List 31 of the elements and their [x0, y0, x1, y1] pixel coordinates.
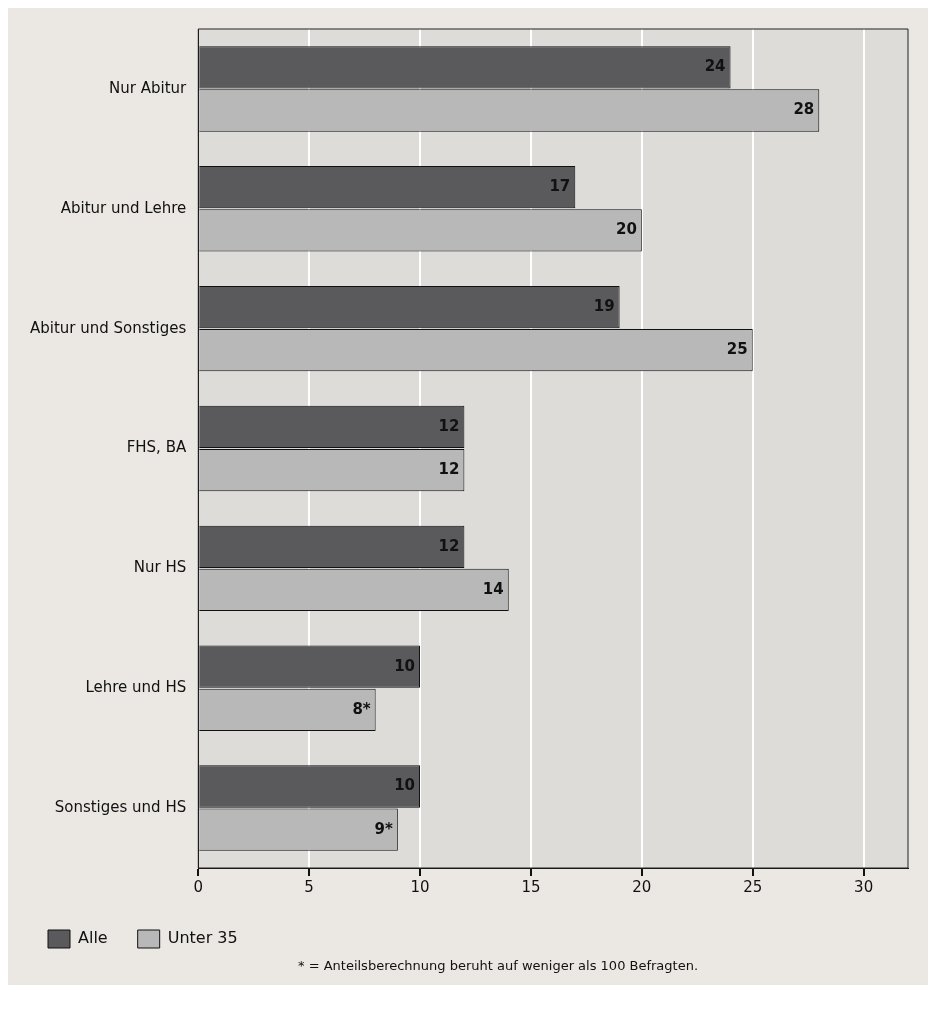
data-label: 12	[438, 536, 460, 555]
data-label: 10	[394, 656, 416, 675]
x-tick-label: 30	[854, 877, 874, 896]
x-tick-label: 10	[410, 877, 430, 896]
data-label: 9*	[374, 819, 393, 838]
data-label: 20	[615, 220, 637, 239]
data-label: 24	[704, 57, 726, 76]
legend-label: Unter 35	[167, 928, 238, 948]
text: * = Anteilsberechnung beruht auf weniger als 100 Befragten.	[297, 958, 700, 975]
data-label: 19	[593, 296, 615, 315]
data-label: 12	[438, 416, 460, 435]
y-tick-label: Abitur und Sonstiges	[29, 318, 187, 337]
data-label: 8*	[352, 699, 371, 718]
y-tick-label: Nur HS	[133, 558, 187, 577]
y-tick-label: Abitur und Lehre	[60, 198, 187, 217]
data-label: 14	[482, 579, 504, 598]
y-tick-label: Nur Abitur	[109, 78, 188, 97]
data-label: 28	[793, 100, 815, 119]
x-tick-label: 25	[743, 877, 763, 896]
x-tick-label: 15	[521, 877, 541, 896]
data-label: 12	[438, 459, 460, 478]
y-tick-label: FHS, BA	[126, 438, 187, 457]
y-tick-label: Lehre und HS	[85, 678, 187, 697]
data-label: 10	[394, 776, 416, 795]
legend-label: Alle	[78, 928, 108, 948]
x-tick-label: 20	[632, 877, 652, 896]
data-label: 25	[726, 340, 748, 359]
y-tick-label: Sonstiges und HS	[54, 797, 187, 816]
x-tick-label: 0	[193, 877, 203, 896]
data-label: 17	[549, 177, 571, 196]
x-tick-label: 5	[304, 877, 314, 896]
